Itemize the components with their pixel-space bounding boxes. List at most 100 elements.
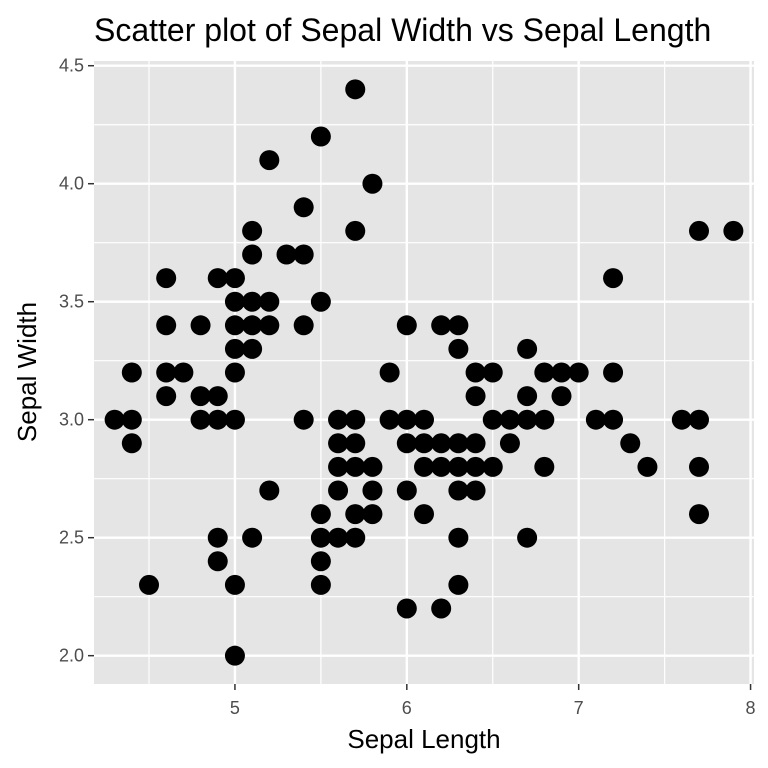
data-point xyxy=(431,315,452,336)
data-point xyxy=(534,409,555,430)
x-tick-label: 8 xyxy=(746,698,756,718)
data-point xyxy=(328,527,349,548)
data-point xyxy=(345,504,366,525)
data-point xyxy=(224,645,245,666)
data-point xyxy=(224,268,245,289)
data-point xyxy=(517,338,538,359)
data-point xyxy=(104,409,125,430)
y-axis: 2.0 2.5 3.0 3.5 4.0 4.5 xyxy=(59,56,94,666)
data-point xyxy=(224,574,245,595)
data-point xyxy=(328,480,349,501)
data-point xyxy=(224,409,245,430)
data-point xyxy=(379,409,400,430)
data-point xyxy=(671,409,692,430)
data-point xyxy=(499,433,520,454)
data-point xyxy=(207,551,228,572)
data-point xyxy=(345,433,366,454)
data-point xyxy=(396,480,417,501)
data-point xyxy=(448,574,469,595)
data-point xyxy=(603,268,624,289)
data-point xyxy=(620,433,641,454)
data-point xyxy=(551,362,572,383)
data-point xyxy=(328,409,349,430)
data-point xyxy=(121,409,142,430)
data-point xyxy=(499,409,520,430)
data-point xyxy=(310,574,331,595)
data-point xyxy=(465,456,486,477)
y-tick-label: 2.0 xyxy=(59,646,84,666)
data-point xyxy=(190,409,211,430)
data-point xyxy=(414,504,434,525)
data-point xyxy=(345,409,366,430)
data-point xyxy=(310,291,331,312)
data-point xyxy=(396,433,417,454)
data-point xyxy=(448,527,469,548)
data-point xyxy=(156,315,177,336)
data-points xyxy=(104,79,744,666)
data-point xyxy=(310,527,331,548)
data-point xyxy=(362,480,383,501)
data-point xyxy=(328,433,349,454)
data-point xyxy=(534,456,555,477)
data-point xyxy=(224,291,245,312)
data-point xyxy=(482,456,503,477)
data-point xyxy=(242,338,263,359)
data-point xyxy=(207,386,228,407)
chart-title: Scatter plot of Sepal Width vs Sepal Len… xyxy=(94,12,711,48)
data-point xyxy=(414,409,434,430)
data-point xyxy=(431,433,452,454)
data-point xyxy=(139,574,159,595)
data-point xyxy=(448,338,469,359)
data-point xyxy=(345,220,366,241)
data-point xyxy=(276,244,297,265)
y-tick-label: 4.0 xyxy=(59,174,84,194)
data-point xyxy=(345,79,366,100)
data-point xyxy=(259,480,280,501)
data-point xyxy=(396,409,417,430)
data-point xyxy=(156,268,177,289)
data-point xyxy=(207,268,228,289)
data-point xyxy=(190,315,211,336)
x-axis-title: Sepal Length xyxy=(347,724,500,754)
data-point xyxy=(448,456,469,477)
data-point xyxy=(362,456,383,477)
data-point xyxy=(156,386,177,407)
data-point xyxy=(242,527,263,548)
data-point xyxy=(224,338,245,359)
x-tick-label: 6 xyxy=(402,698,412,718)
x-axis: 5 6 7 8 xyxy=(230,684,756,718)
data-point xyxy=(293,244,314,265)
data-point xyxy=(414,456,434,477)
data-point xyxy=(689,456,709,477)
y-tick-label: 3.5 xyxy=(59,292,84,312)
data-point xyxy=(431,456,452,477)
y-axis-title: Sepal Width xyxy=(12,302,42,442)
data-point xyxy=(431,598,452,619)
data-point xyxy=(259,315,280,336)
data-point xyxy=(465,433,486,454)
data-point xyxy=(517,386,538,407)
data-point xyxy=(689,409,709,430)
data-point xyxy=(207,409,228,430)
data-point xyxy=(448,433,469,454)
data-point xyxy=(345,456,366,477)
x-tick-label: 7 xyxy=(574,698,584,718)
data-point xyxy=(482,409,503,430)
data-point xyxy=(534,362,555,383)
data-point xyxy=(448,315,469,336)
data-point xyxy=(207,527,228,548)
data-point xyxy=(121,362,142,383)
data-point xyxy=(242,291,263,312)
data-point xyxy=(293,197,314,218)
data-point xyxy=(293,409,314,430)
data-point xyxy=(689,504,709,525)
data-point xyxy=(396,315,417,336)
data-point xyxy=(310,551,331,572)
data-point xyxy=(328,456,349,477)
data-point xyxy=(465,480,486,501)
data-point xyxy=(345,527,366,548)
data-point xyxy=(310,126,331,147)
y-tick-label: 2.5 xyxy=(59,528,84,548)
data-point xyxy=(190,386,211,407)
